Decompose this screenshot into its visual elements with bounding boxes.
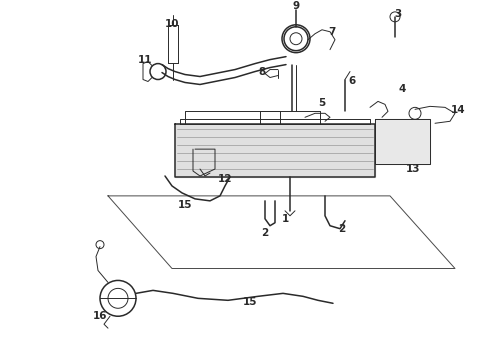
Text: 14: 14 bbox=[451, 105, 465, 115]
Text: 13: 13 bbox=[406, 164, 420, 174]
Polygon shape bbox=[175, 124, 375, 177]
Text: 6: 6 bbox=[348, 76, 356, 86]
Text: 1: 1 bbox=[281, 214, 289, 224]
Text: 4: 4 bbox=[398, 85, 406, 94]
Text: 7: 7 bbox=[328, 27, 336, 37]
Text: 2: 2 bbox=[339, 224, 345, 234]
Text: 5: 5 bbox=[318, 98, 326, 108]
Text: 12: 12 bbox=[218, 174, 232, 184]
Text: 15: 15 bbox=[178, 200, 192, 210]
Text: 11: 11 bbox=[138, 55, 152, 64]
Polygon shape bbox=[375, 119, 430, 164]
Text: 16: 16 bbox=[93, 311, 107, 321]
Text: 9: 9 bbox=[293, 1, 299, 11]
Text: 3: 3 bbox=[394, 9, 402, 19]
Text: 10: 10 bbox=[165, 19, 179, 29]
Text: 8: 8 bbox=[258, 67, 266, 77]
Text: 15: 15 bbox=[243, 297, 257, 307]
Text: 2: 2 bbox=[261, 228, 269, 238]
